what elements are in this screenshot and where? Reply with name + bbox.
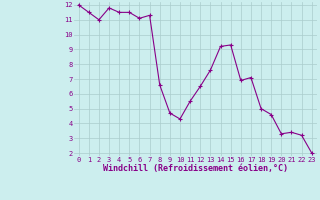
X-axis label: Windchill (Refroidissement éolien,°C): Windchill (Refroidissement éolien,°C): [103, 164, 288, 173]
